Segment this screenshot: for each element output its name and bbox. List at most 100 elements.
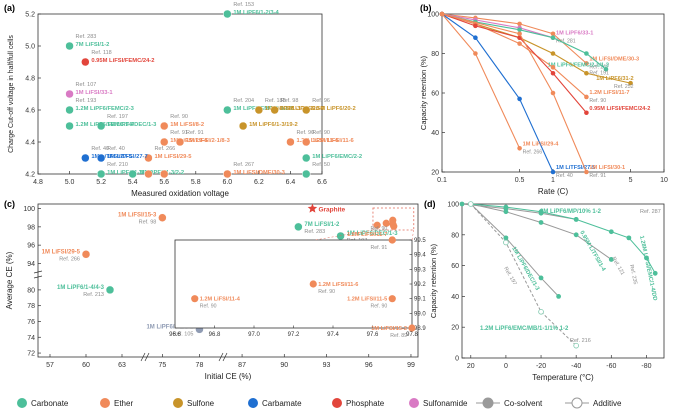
inset-x-tick-label: 97.2 [288,332,300,338]
series-marker [584,94,589,100]
y-tick-label: 60 [431,91,439,98]
series-label: 0.95M LiTFSI/1-4 [578,230,606,273]
series-marker [439,11,445,17]
series-label: 1M LiFSI/30-1 [589,165,625,171]
series-ref: Ref. 91 [589,173,606,179]
series-marker [538,275,544,281]
legend-marker [248,398,258,408]
series-marker [459,201,465,207]
inset-point [191,295,199,303]
series-label: 1M LiPF6/DEC/1-3 [510,246,540,292]
series-marker [550,31,556,37]
series-ref: Ref. 216 [570,338,591,344]
x-tick-label: 5 [629,177,633,184]
ref-label: Ref. 283 [304,229,325,235]
point-label: 1M LiFSI/2-1/8-3 [186,138,231,144]
inset-frame [174,239,413,329]
inset-y-tick-label: 99.5 [414,238,426,244]
x-tick-label: 20 [467,363,475,370]
y-tick-label: 80 [431,51,439,58]
inset-y-tick-label: 99.2 [414,282,426,288]
ref-label: Ref. 118 [91,50,111,56]
y-axis-break [33,275,43,279]
series-ref: Ref. 267 [589,64,609,70]
series-ref: Ref. 191 [589,70,609,76]
inset-ref-label: Ref. 90 [200,304,217,310]
x-tick-label: -20 [536,363,546,370]
plot-frame [37,13,323,175]
data-point [81,153,90,163]
data-point [96,121,106,131]
series-marker [608,257,614,262]
legend-label: Ether [114,399,133,408]
series-marker [503,204,509,210]
point-label: 1M LiFSI/29-5 [154,154,192,160]
data-point [159,137,169,147]
data-point [128,169,137,179]
data-point [301,153,311,163]
series-label: 2M LiPF6/MP/10% 1-2 [540,209,602,215]
series-ref: Ref. 90 [589,98,606,104]
series-marker [550,169,556,175]
series-marker [538,220,544,225]
series-label: 1M LiTFSI/27-5 [556,165,595,171]
y-tick-label: 60 [451,263,459,270]
x-tick-label: 6.0 [222,179,232,186]
y-tick-label: 100 [427,12,439,19]
ref-label: Ref. 213 [83,292,104,298]
y-tick-label: 98 [27,224,35,231]
x-tick-label: 6.4 [286,179,296,186]
y-tick-label: 4.8 [25,76,35,83]
series-marker [517,31,522,37]
point-label: 1M LiTFSI/27-7 [107,154,148,160]
legend-label: Co-solvent [504,399,543,408]
x-tick-label: 57 [46,362,54,369]
ref-label: Ref. 267 [233,162,254,168]
legend-label: Phosphate [346,399,385,408]
series-label: 1M LiPF6/31-2 [596,76,633,82]
point-label: 1M LiPF6/6-1/8-2 [146,324,194,330]
point-label: 1M LiFSI/29-4 [170,138,208,144]
series-ref: Ref. 235 [628,264,638,285]
data-point [159,121,169,131]
x-tick-label: 87 [238,362,246,369]
series-marker [550,65,556,70]
y-tick-label: 76 [27,319,35,326]
data-point [238,121,248,131]
series-line [470,203,656,274]
x-tick-label: 60 [82,362,90,369]
point-label: 1M LiPF6/1-3/20-2 [265,106,314,112]
series-ref: Ref. 281 [556,39,576,45]
inset-point [388,295,396,303]
inset-point [408,324,416,332]
x-tick-label: 78 [196,362,204,369]
inset-point [309,280,317,288]
legend-label: Sulfone [187,399,215,408]
series-marker [503,235,509,241]
data-point [223,9,232,19]
data-point [175,137,185,147]
ref-label: Ref. 193 [76,98,97,104]
series-label: 1M LiPF6/FEMC/2-1/1-2 [548,62,609,68]
y-axis-break [33,270,43,274]
inset-connector [411,229,415,241]
y-tick-label: 72 [27,351,35,358]
panel-label: (a) [4,3,15,13]
point-label: 7M LiFSI/1-2 [76,42,110,48]
point-label: 1M LiPF6/DEC/1-3 [107,122,157,128]
data-point [65,89,74,99]
data-point [144,153,153,163]
legend-marker [571,397,583,409]
series-line [441,13,587,173]
plot-frame [461,203,665,359]
y-tick-label: 94 [27,261,35,268]
inset-ref-label: Ref. 91 [371,245,388,251]
x-axis-break [144,352,150,362]
series-marker [473,51,478,56]
x-tick-label: 10 [660,177,668,184]
point-label: 0.5M LiPF6/20-2 [312,106,356,112]
legend-label: Carbonate [31,399,69,408]
x-axis-break [140,352,146,362]
ref-label: Ref. 96 [312,98,330,104]
x-axis-label: Initial CE (%) [205,372,252,381]
